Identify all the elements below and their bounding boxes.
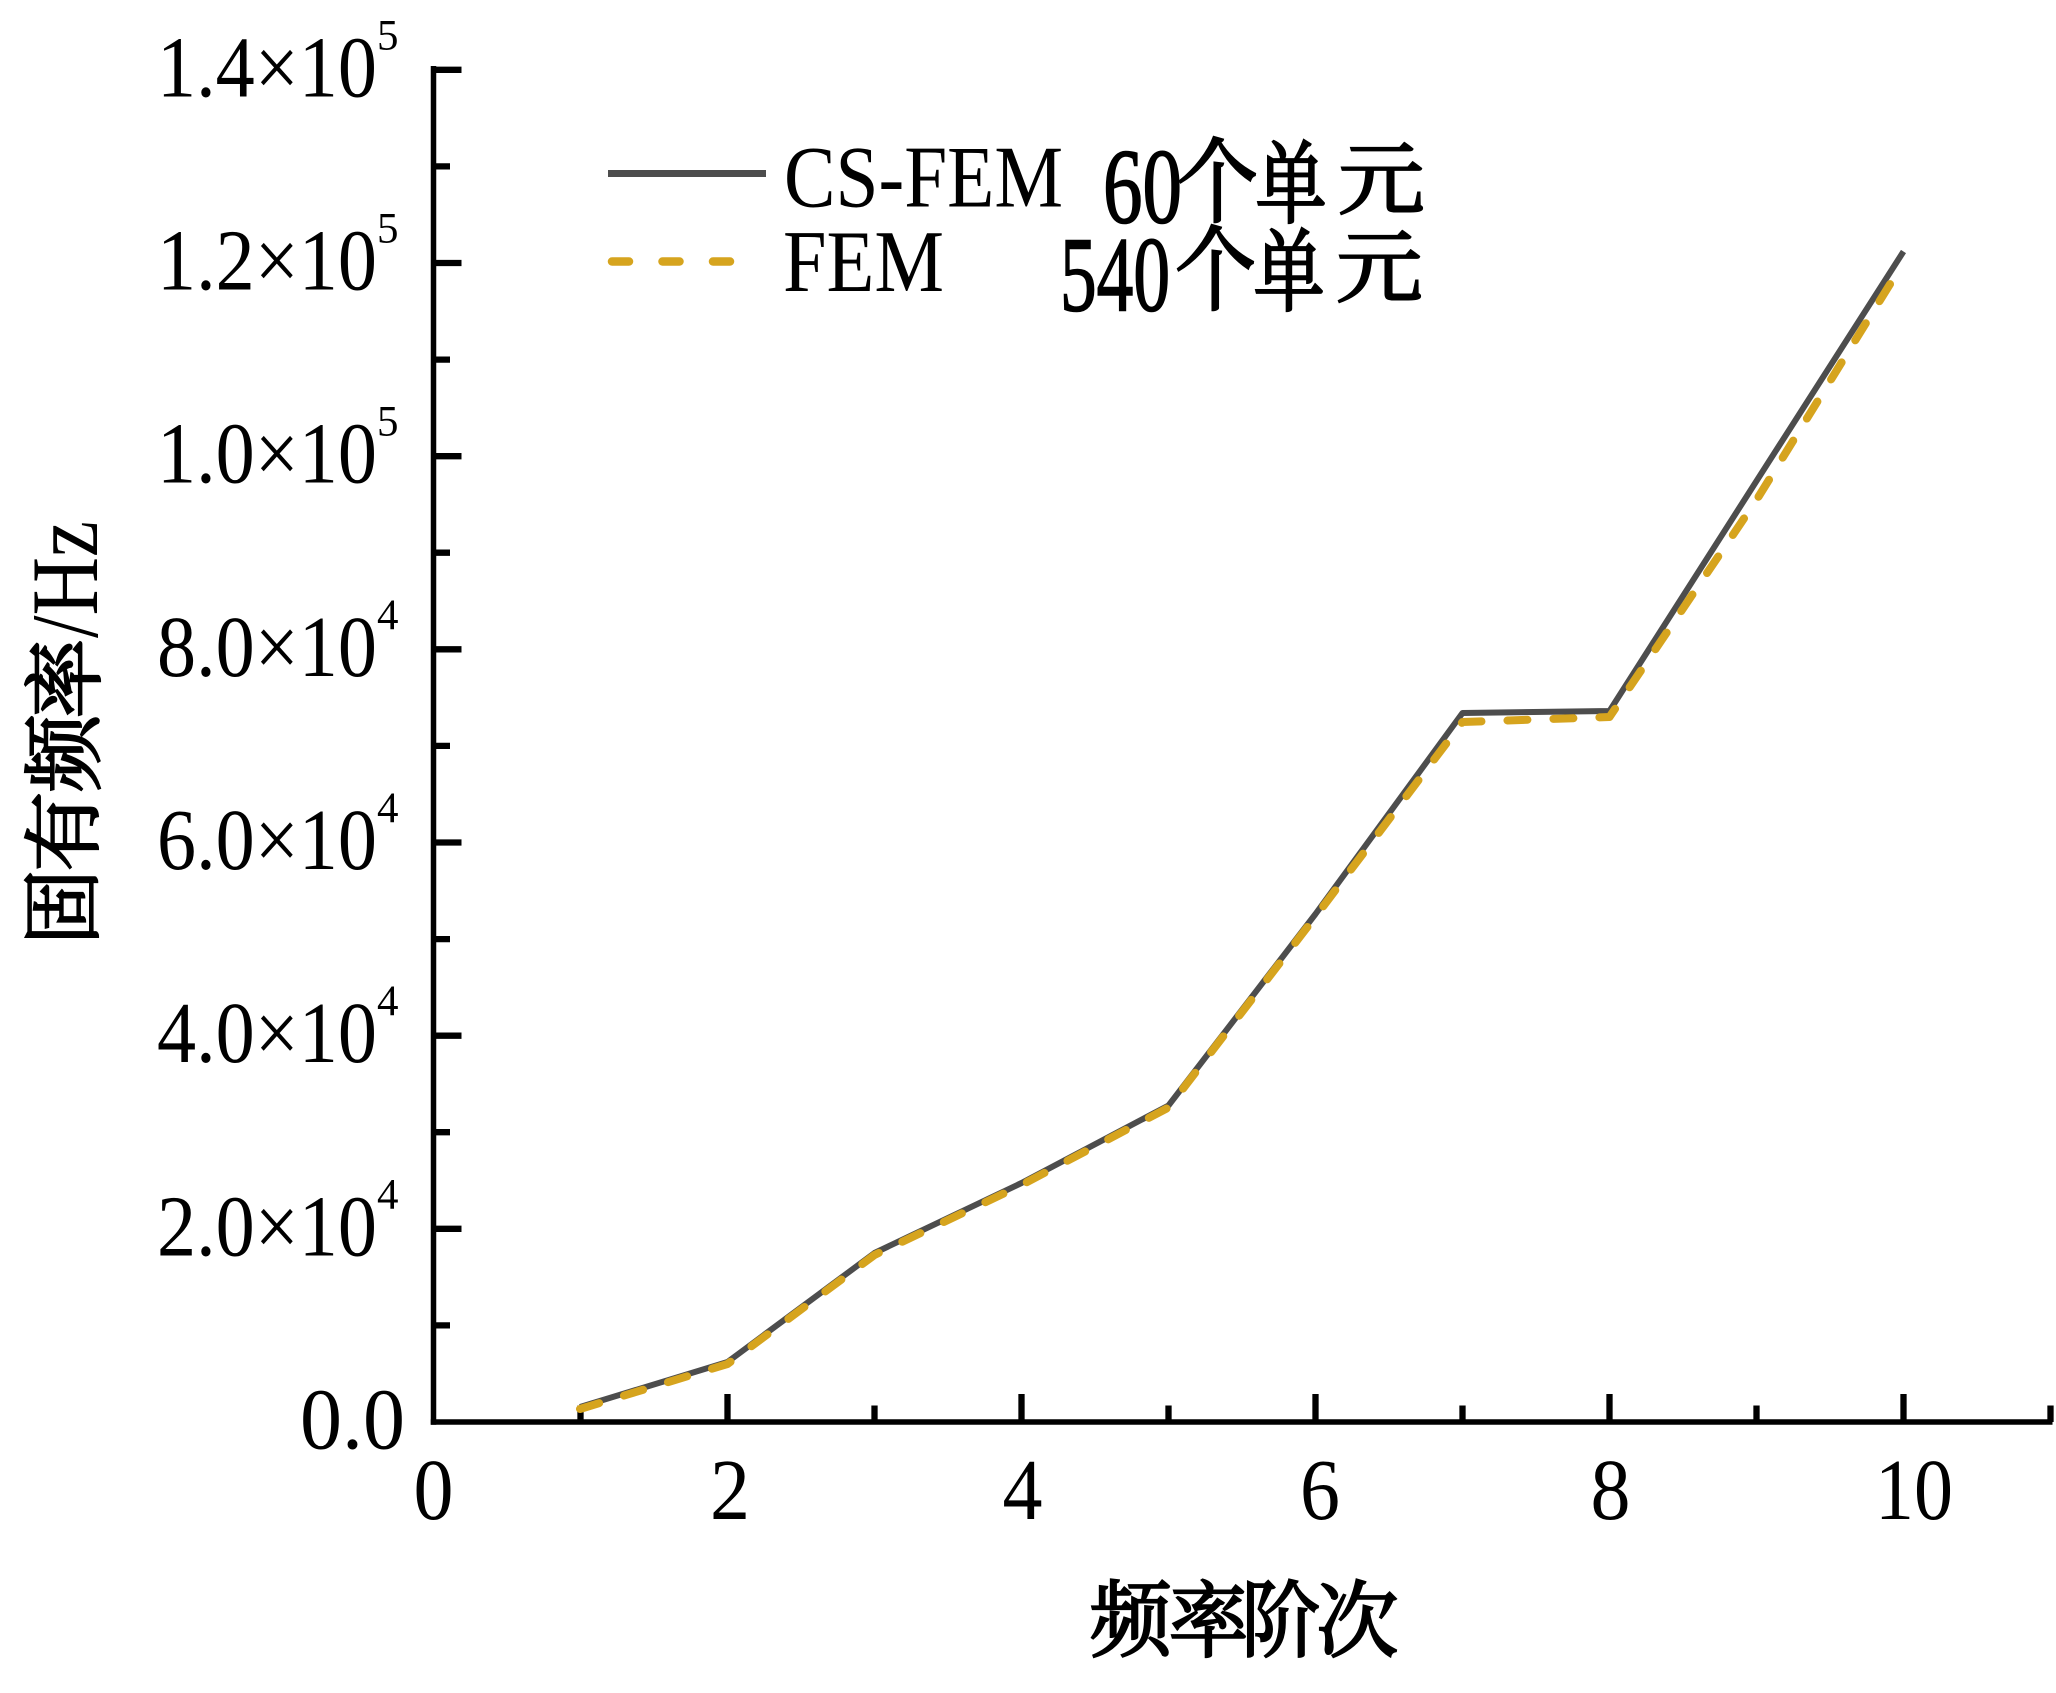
svg-text:4: 4 bbox=[377, 978, 399, 1025]
svg-text:CS-FEM: CS-FEM bbox=[784, 130, 1063, 227]
svg-text:2.0×10: 2.0×10 bbox=[157, 1177, 377, 1274]
svg-text:0.0: 0.0 bbox=[300, 1371, 405, 1468]
svg-text:8.0×10: 8.0×10 bbox=[157, 598, 377, 695]
svg-text:10: 10 bbox=[1875, 1441, 1953, 1538]
svg-text:FEM: FEM bbox=[783, 214, 944, 311]
svg-text:6: 6 bbox=[1300, 1441, 1340, 1538]
svg-text:4: 4 bbox=[377, 1171, 399, 1218]
svg-text:1.4×10: 1.4×10 bbox=[157, 18, 377, 115]
svg-text:1.2×10: 1.2×10 bbox=[157, 212, 377, 309]
svg-text:6.0×10: 6.0×10 bbox=[157, 791, 377, 888]
svg-text:4: 4 bbox=[377, 785, 399, 832]
svg-text:8: 8 bbox=[1591, 1441, 1631, 1538]
svg-text:4: 4 bbox=[377, 592, 399, 639]
svg-text:5: 5 bbox=[377, 399, 399, 446]
svg-text:4: 4 bbox=[1003, 1441, 1043, 1538]
svg-text:0: 0 bbox=[414, 1441, 454, 1538]
svg-text:60: 60 bbox=[1103, 129, 1182, 247]
svg-text:/Hz: /Hz bbox=[12, 521, 118, 638]
svg-text:4.0×10: 4.0×10 bbox=[157, 984, 377, 1081]
svg-text:1.0×10: 1.0×10 bbox=[157, 405, 377, 502]
svg-text:5: 5 bbox=[377, 12, 399, 59]
svg-text:5: 5 bbox=[377, 206, 399, 253]
svg-text:2: 2 bbox=[710, 1441, 750, 1538]
svg-text:540: 540 bbox=[1060, 217, 1170, 335]
